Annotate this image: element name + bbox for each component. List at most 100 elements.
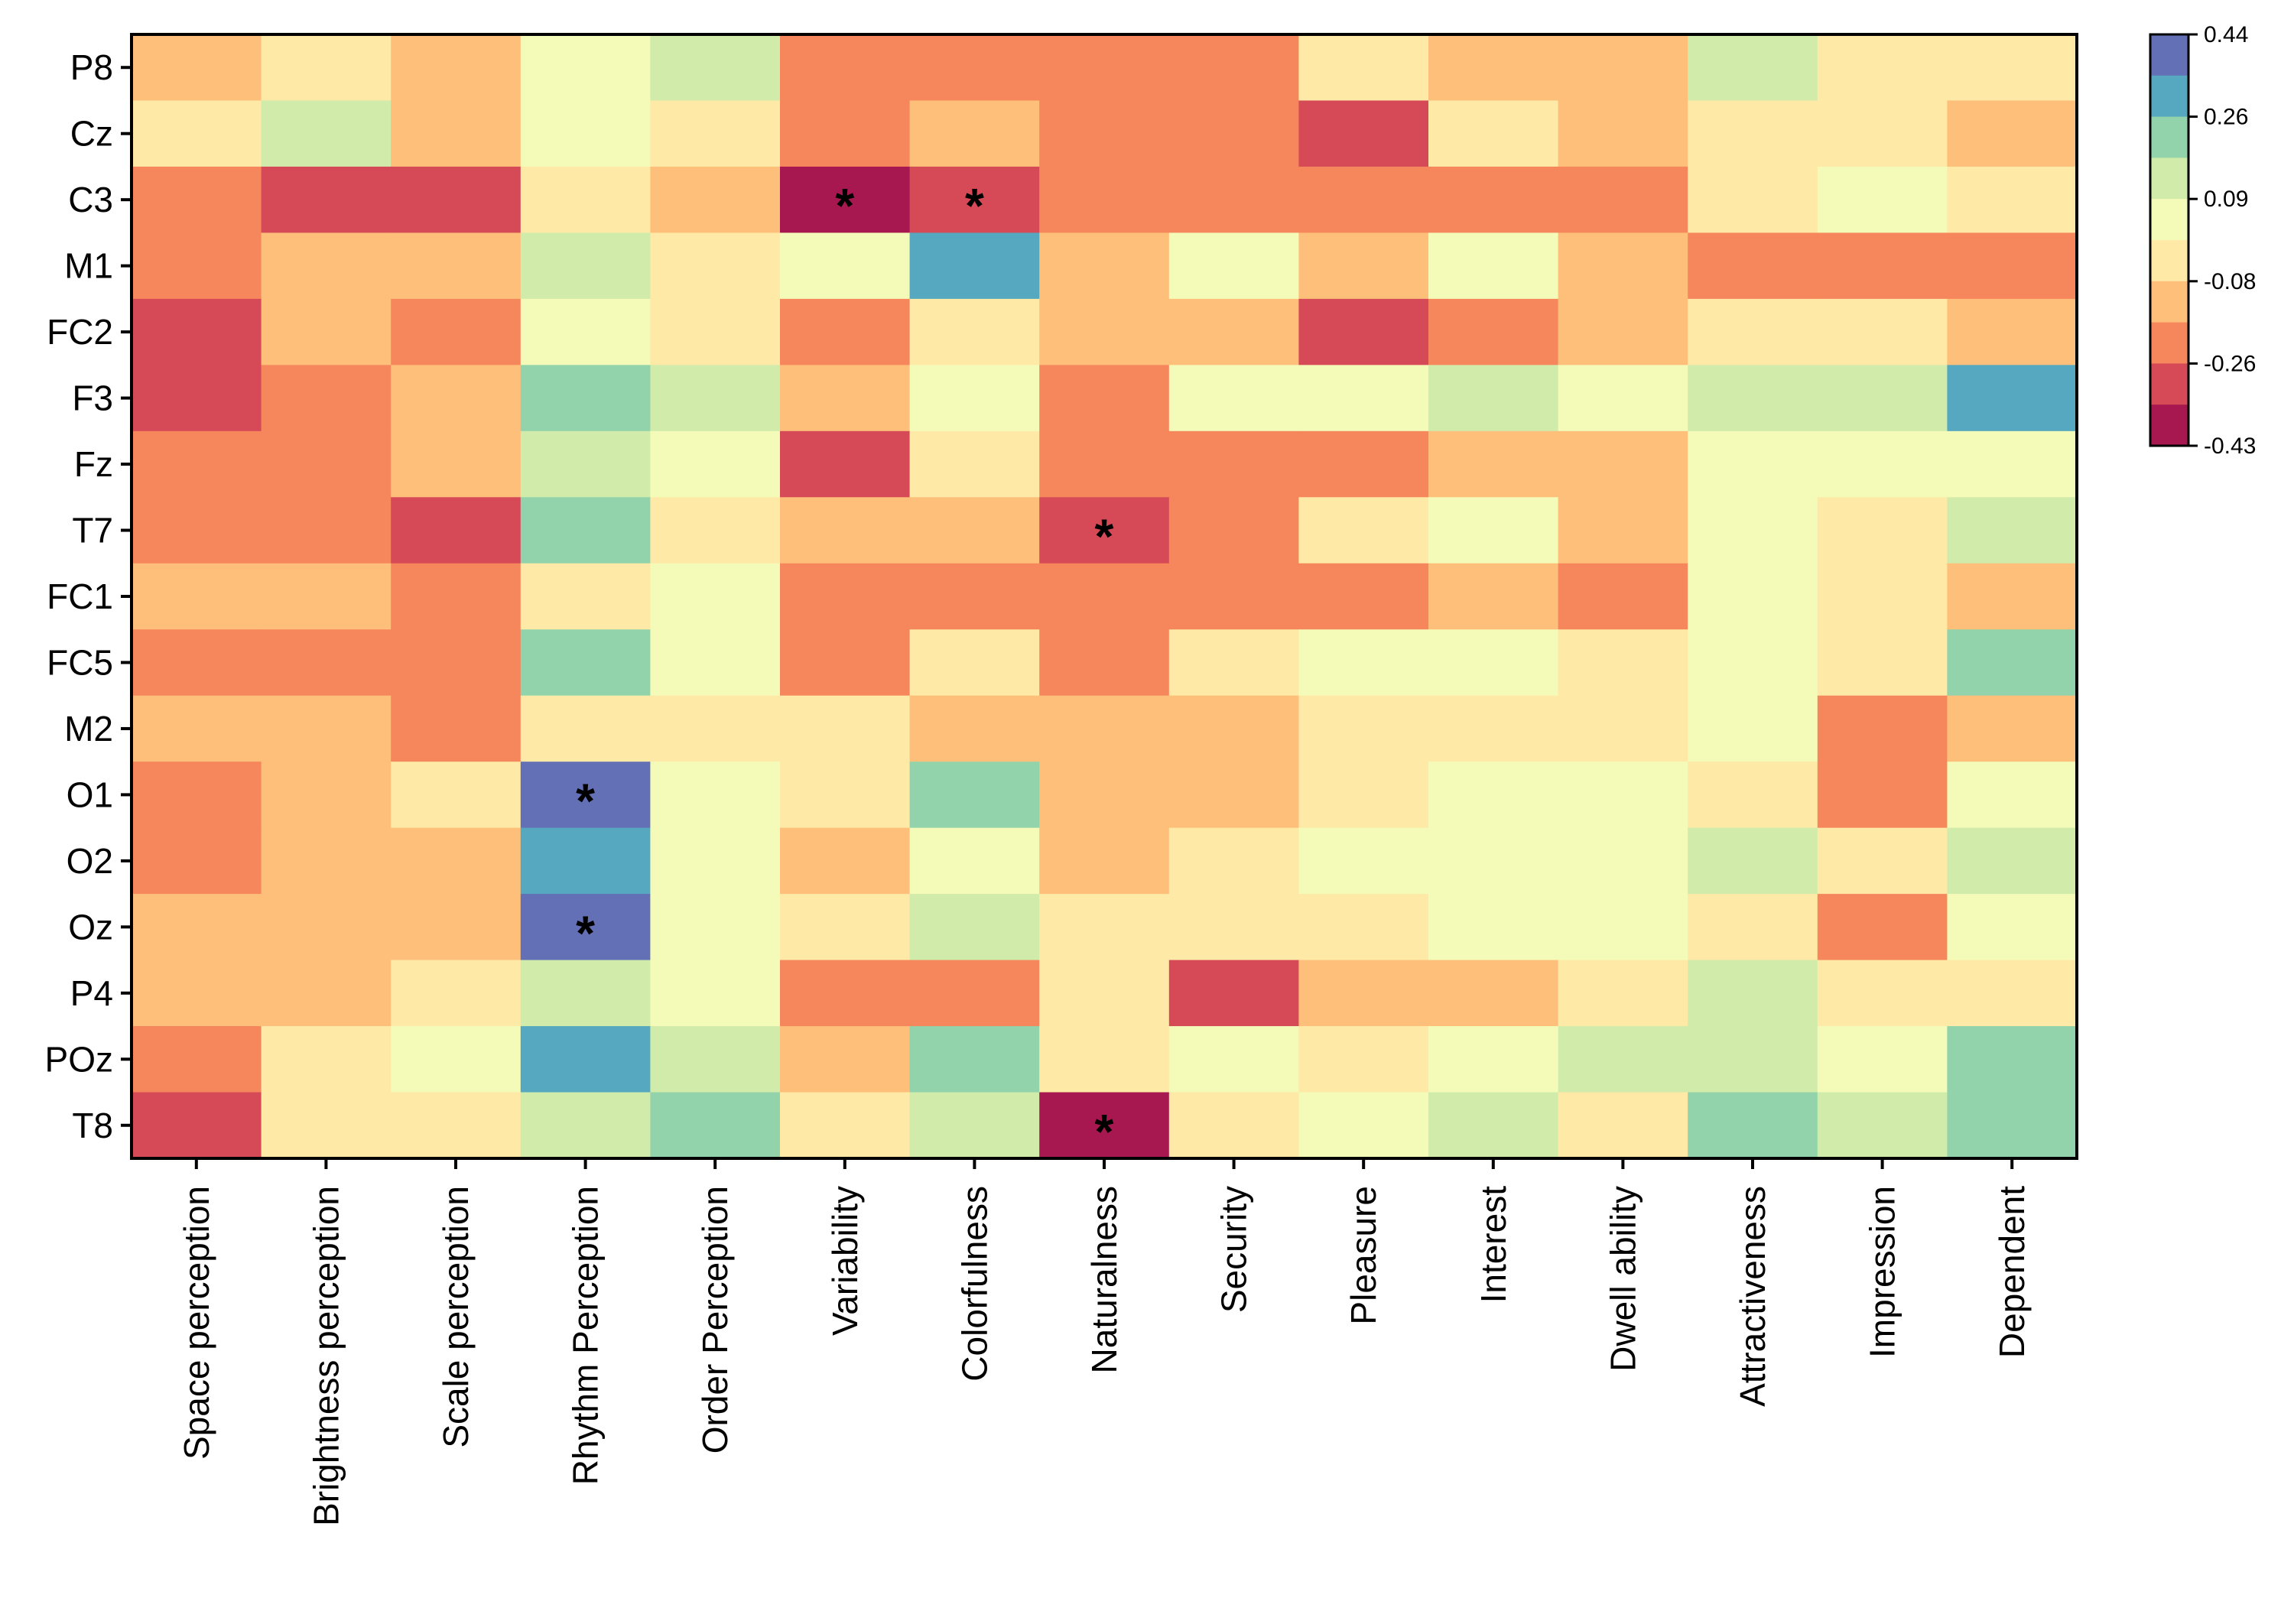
heatmap-cell [520,563,651,630]
heatmap-cell [391,960,522,1027]
heatmap-cell [1039,365,1170,432]
significance-star: * [576,905,595,960]
heatmap-cell [1558,34,1688,102]
y-tick-label: P8 [70,47,113,87]
heatmap-cell [1039,232,1170,300]
heatmap-cell [391,1026,522,1093]
heatmap-cell [1039,166,1170,234]
heatmap-cell [1428,34,1559,102]
heatmap-cell [1558,232,1688,300]
colorbar-segment [2150,363,2188,405]
significance-star: * [965,178,984,233]
x-tick-label: Space perception [177,1186,216,1460]
y-tick-label: FC2 [47,312,113,352]
heatmap-cell [1168,232,1299,300]
heatmap-cell [1428,497,1559,564]
heatmap-cell [909,1092,1040,1159]
heatmap-cell [650,629,781,697]
heatmap-cell [909,298,1040,365]
x-tick-label: Dependent [1992,1186,2032,1358]
heatmap-cell [1947,100,2078,167]
heatmap-cell [1039,34,1170,102]
heatmap-cell [391,100,522,167]
heatmap-cell [909,497,1040,564]
heatmap-cell [391,34,522,102]
heatmap-cell [1039,762,1170,829]
heatmap-cell [1428,232,1559,300]
heatmap-cell [1039,1092,1170,1159]
heatmap-cell [650,100,781,167]
heatmap-cell [650,166,781,234]
heatmap-cell [1039,430,1170,498]
y-tick-label: C3 [68,180,113,219]
heatmap-cell [1039,1026,1170,1093]
heatmap-cells [132,34,2078,1159]
heatmap-cell [1428,629,1559,697]
heatmap-cell [132,166,262,234]
y-tick-label: FC1 [47,577,113,616]
significance-star: * [835,178,854,233]
heatmap-cell [1947,894,2078,961]
heatmap-cell [520,34,651,102]
heatmap-cell [650,563,781,630]
heatmap-cell [1298,960,1429,1027]
colorbar-segment [2150,75,2188,118]
heatmap-cell [261,762,392,829]
heatmap-cell [1428,298,1559,365]
x-tick-label: Scale perception [436,1186,476,1448]
heatmap-cell [1039,563,1170,630]
heatmap-cell [132,34,262,102]
x-tick-label: Rhythm Perception [566,1186,606,1485]
heatmap-cell [132,695,262,762]
heatmap-cell [1168,629,1299,697]
colorbar-tick-label: 0.26 [2204,105,2248,130]
heatmap-cell [520,1026,651,1093]
colorbar-tick-label: 0.44 [2204,22,2248,47]
heatmap-cell [1298,762,1429,829]
x-tick-label: Pleasure [1344,1186,1383,1325]
heatmap-cell [1558,1026,1688,1093]
y-tick-label: O1 [67,775,113,814]
heatmap-cell [391,629,522,697]
heatmap-cell [520,100,651,167]
heatmap-cell [1298,365,1429,432]
heatmap-cell [909,166,1040,234]
significance-markers: * * * * * * [576,178,1113,1159]
heatmap-cell [261,166,392,234]
heatmap-cell [132,365,262,432]
colorbar-segment [2150,281,2188,323]
heatmap-cell [780,1026,911,1093]
heatmap-cell [1168,497,1299,564]
heatmap-cell [520,894,651,961]
heatmap-cell [1817,762,1948,829]
heatmap-cell [132,894,262,961]
heatmap-cell [1947,563,2078,630]
heatmap-cell [1428,762,1559,829]
heatmap-cell [1947,1026,2078,1093]
heatmap-cell [1558,298,1688,365]
heatmap-cell [1688,497,1818,564]
heatmap-cell [1817,430,1948,498]
heatmap-cell [1428,100,1559,167]
heatmap-cell [1947,497,2078,564]
heatmap-cell [909,365,1040,432]
heatmap-cell [132,827,262,895]
x-axis: Space perception Brightness perception Sca… [177,1158,2032,1526]
heatmap-cell [1168,34,1299,102]
x-tick-label: Interest [1474,1186,1513,1304]
heatmap-cell [1688,365,1818,432]
heatmap-cell [1947,34,2078,102]
heatmap-cell [1558,762,1688,829]
heatmap-cell [132,232,262,300]
heatmap-cell [1039,298,1170,365]
heatmap-cell [1168,298,1299,365]
heatmap-cell [780,695,911,762]
heatmap-cell [132,563,262,630]
heatmap-cell [261,827,392,895]
heatmap-cell [780,1092,911,1159]
heatmap-cell [1298,166,1429,234]
significance-star: * [576,773,595,828]
colorbar-tick-label: -0.26 [2204,351,2256,376]
heatmap-cell [650,960,781,1027]
